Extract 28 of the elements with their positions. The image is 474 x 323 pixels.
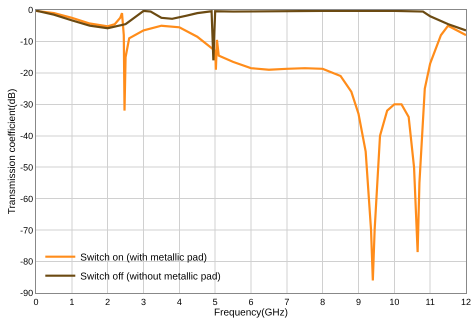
x-tick-label: 6 xyxy=(248,296,254,307)
line-series xyxy=(36,10,466,62)
x-tick-label: 11 xyxy=(426,296,435,307)
x-tick-label: 8 xyxy=(320,296,326,307)
y-axis-title: Transmission coefficient(dB) xyxy=(7,88,18,214)
x-tick-label: 3 xyxy=(140,296,146,307)
y-tick-label: -20 xyxy=(20,68,34,78)
x-tick-label: 10 xyxy=(389,296,400,307)
x-tick-label: 4 xyxy=(176,296,182,307)
y-tick-label: -10 xyxy=(20,36,34,47)
x-axis-title: Frequency(GHz) xyxy=(214,307,288,318)
x-tick-label: 2 xyxy=(105,296,110,307)
y-tick-label: -30 xyxy=(20,99,34,110)
y-tick-label: -80 xyxy=(20,256,34,267)
y-tick-label: -70 xyxy=(20,225,34,236)
y-tick-label: -60 xyxy=(20,194,34,204)
x-tick-label: 5 xyxy=(212,296,218,307)
x-tick-label: 12 xyxy=(460,296,472,307)
x-tick-label: 1 xyxy=(69,296,74,307)
y-tick-label: -90 xyxy=(20,288,34,298)
x-tick-label: 7 xyxy=(284,296,290,307)
x-tick-label: 9 xyxy=(356,296,362,307)
y-tick-label: -40 xyxy=(20,130,34,141)
line-series xyxy=(36,10,466,282)
legend-label: Switch on (with metallic pad) xyxy=(80,252,208,264)
y-tick-label: 0 xyxy=(28,5,34,16)
y-tick-label: -50 xyxy=(20,162,34,172)
legend-label: Switch off (without metallic pad) xyxy=(80,272,221,283)
